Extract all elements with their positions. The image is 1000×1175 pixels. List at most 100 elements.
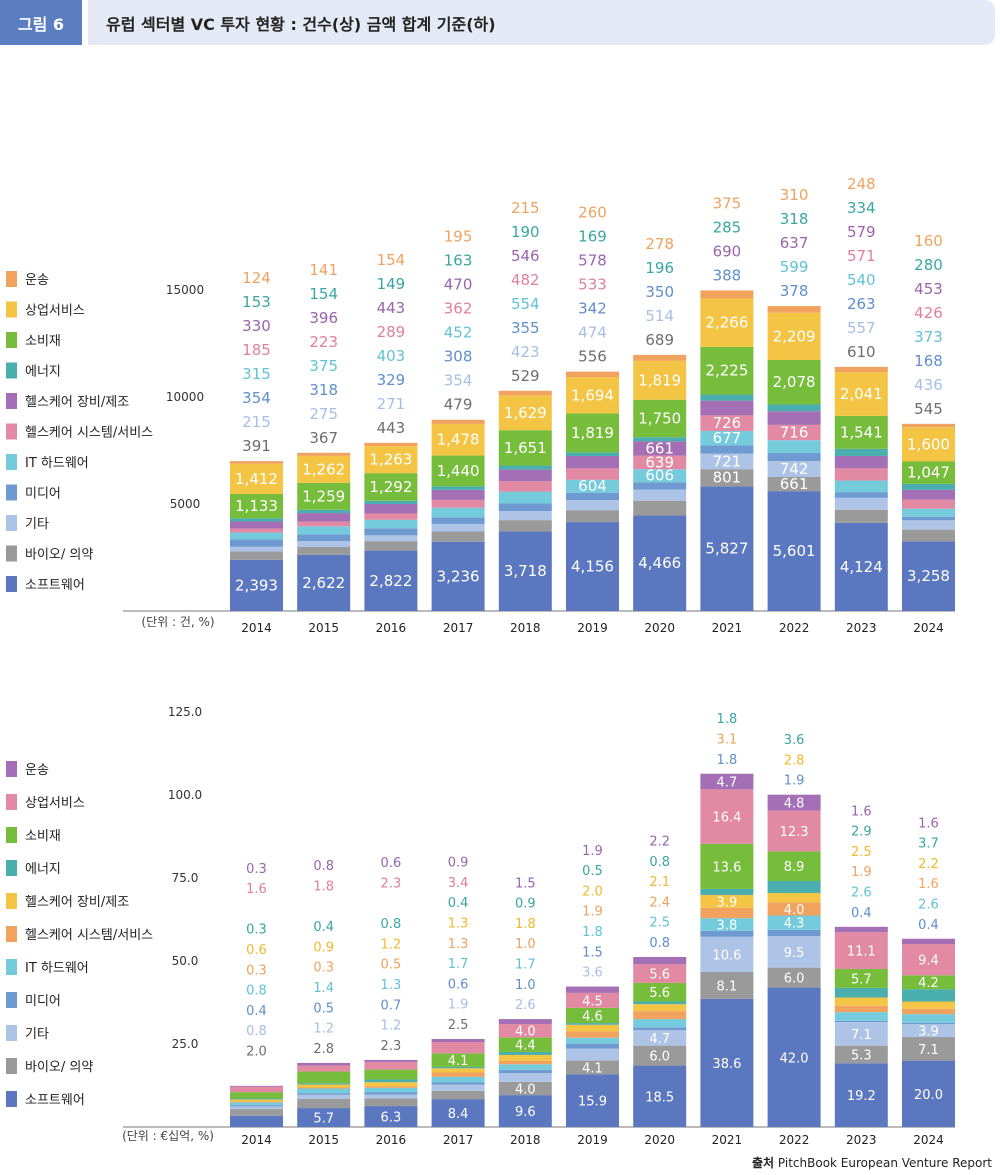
bar-segment xyxy=(230,463,283,494)
bar-segment xyxy=(767,476,821,492)
bar-segment xyxy=(498,481,552,492)
figure-header: 그림 6 유럽 섹터별 VC 투자 현황 : 건수(상) 금액 합계 기준(하) xyxy=(0,0,995,45)
data-label: 5.6 xyxy=(649,986,670,1001)
y-tick-label: 100.0 xyxy=(168,788,202,802)
data-label: 362 xyxy=(444,300,473,318)
bar-segment xyxy=(498,1081,552,1096)
bar-segment xyxy=(767,440,821,454)
data-label: 0.4 xyxy=(918,918,939,933)
bar-segment xyxy=(566,1023,619,1025)
legend-swatch xyxy=(6,271,17,287)
data-label: 721 xyxy=(713,452,742,470)
bar-segment xyxy=(566,986,619,993)
data-label: 3.7 xyxy=(918,837,939,852)
data-label: 2.5 xyxy=(649,916,670,931)
bar-segment xyxy=(902,499,955,509)
data-label: 355 xyxy=(511,319,540,337)
source-label: 출처 xyxy=(751,1156,775,1170)
bar-segment xyxy=(767,453,821,462)
bar-segment xyxy=(902,975,955,990)
data-label: 1,629 xyxy=(504,404,547,422)
data-label: 2.3 xyxy=(381,877,402,892)
data-label: 661 xyxy=(780,475,809,493)
data-label: 5.7 xyxy=(313,1112,334,1127)
data-label: 1.6 xyxy=(246,882,267,897)
bar-segment xyxy=(633,441,687,456)
data-label: 9.4 xyxy=(918,954,939,969)
data-label: 2,225 xyxy=(705,362,748,380)
data-label: 330 xyxy=(242,317,271,335)
data-label: 9.6 xyxy=(515,1105,536,1120)
y-tick-label: 25.0 xyxy=(172,1037,199,1051)
bar-segment xyxy=(230,1109,283,1116)
bar-segment xyxy=(364,535,418,542)
data-label: 3.4 xyxy=(246,1065,267,1080)
bar-segment xyxy=(902,1008,955,1015)
bar-segment xyxy=(297,482,351,510)
data-label: 3.0 xyxy=(381,897,402,912)
data-label: 1,651 xyxy=(504,439,547,457)
bar-segment xyxy=(902,489,955,500)
bar-segment xyxy=(431,455,485,487)
legend-swatch xyxy=(6,423,17,440)
bar-segment xyxy=(364,446,418,474)
bar-segment xyxy=(230,539,283,547)
data-label: 373 xyxy=(914,328,943,346)
data-label: 4.1 xyxy=(582,1061,603,1076)
data-label: 443 xyxy=(377,299,406,317)
bar-segment xyxy=(364,1098,418,1107)
bar-segment xyxy=(633,982,687,1002)
legend-entry: 미디어 xyxy=(25,487,61,502)
source-note: 출처 PitchBook European Venture Report xyxy=(752,1154,992,1171)
legend-swatch xyxy=(6,959,17,975)
bar-segment xyxy=(700,415,754,431)
data-label: 0.6 xyxy=(448,977,469,992)
x-tick-label: 2015 xyxy=(308,621,339,635)
data-label: 4.3 xyxy=(784,917,805,932)
legend-swatch xyxy=(6,332,17,348)
x-tick-label: 2022 xyxy=(779,621,810,635)
data-label: 0.6 xyxy=(381,856,402,871)
data-label: 1,047 xyxy=(907,464,950,482)
data-label: 391 xyxy=(242,437,271,455)
bar-segment xyxy=(431,507,485,518)
bar-segment xyxy=(566,1031,619,1038)
data-label: 0.4 xyxy=(448,896,469,911)
bar-segment xyxy=(700,400,754,416)
data-label: 610 xyxy=(847,343,876,361)
bar-segment xyxy=(633,957,687,965)
data-label: 4.0 xyxy=(515,1025,536,1040)
bar-segment xyxy=(431,489,485,500)
bar-segment xyxy=(498,1095,552,1127)
bar-segment xyxy=(230,1092,283,1099)
data-label: 3.6 xyxy=(784,733,805,748)
bar-segment xyxy=(566,371,619,378)
legend-swatch xyxy=(6,794,17,810)
bar-segment xyxy=(431,1039,485,1043)
data-label: 2.0 xyxy=(582,884,603,899)
data-label: 315 xyxy=(242,365,271,383)
bar-segment xyxy=(431,1042,485,1054)
legend-swatch xyxy=(6,992,17,1008)
bar-segment xyxy=(431,541,485,611)
bar-segment xyxy=(431,1090,485,1100)
data-label: 7.1 xyxy=(851,1028,872,1043)
bar-segment xyxy=(364,541,418,551)
data-label: 38.6 xyxy=(712,1057,741,1072)
data-label: 453 xyxy=(914,280,943,298)
bar-segment xyxy=(767,794,821,811)
data-label: 1.9 xyxy=(784,774,805,789)
data-label: 1,750 xyxy=(638,409,681,427)
bar-segment xyxy=(700,918,754,931)
data-label: 1,262 xyxy=(302,460,345,478)
bar-segment xyxy=(566,522,619,611)
bar-segment xyxy=(767,810,821,852)
bar-segment xyxy=(230,559,283,611)
bar-segment xyxy=(566,1007,619,1024)
data-label: 0.5 xyxy=(313,1001,334,1016)
data-label: 1.3 xyxy=(448,917,469,932)
data-label: 2,622 xyxy=(302,574,345,592)
bar-segment xyxy=(431,499,485,508)
legend-entry: 바이오/ 의약 xyxy=(25,1060,93,1075)
data-label: 1,541 xyxy=(840,423,883,441)
